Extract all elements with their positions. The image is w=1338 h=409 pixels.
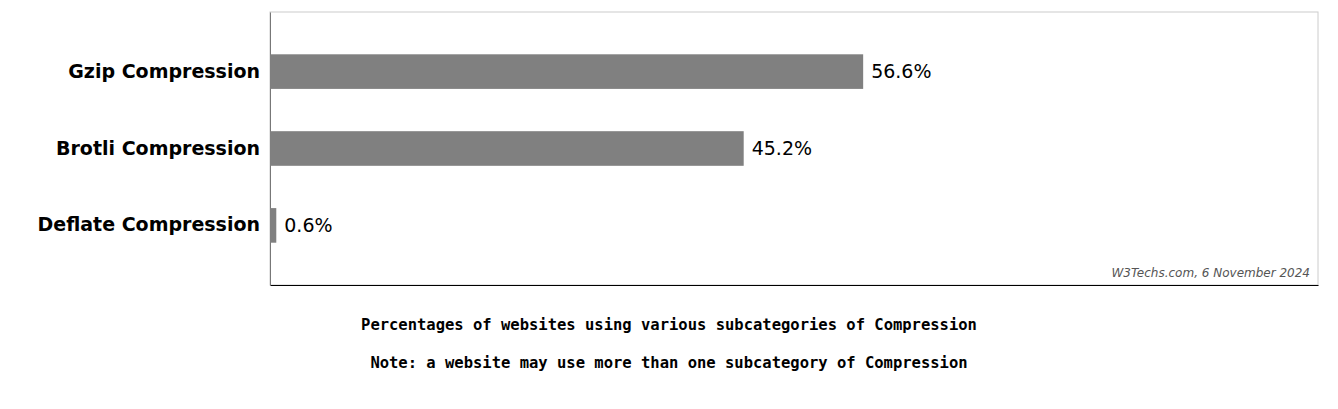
chart: Gzip Compression Brotli Compression Deflat… <box>0 0 1338 409</box>
plot: Gzip Compression Brotli Compression Deflat… <box>37 12 1318 286</box>
data-label: 56.6% <box>871 60 931 82</box>
watermark: W3Techs.com, 6 November 2024 <box>1112 266 1311 280</box>
y-tick-label: Deflate Compression <box>37 213 260 235</box>
bar <box>270 131 744 166</box>
y-tick-label: Brotli Compression <box>56 137 260 159</box>
y-tick: Gzip Compression <box>68 60 270 82</box>
footer-text: Note: a website may use more than one su… <box>370 354 967 372</box>
x-axis <box>271 285 1319 286</box>
bars <box>270 54 863 242</box>
data-labels: 56.6% 45.2% 0.6% <box>284 60 931 236</box>
data-label: 0.6% <box>284 214 332 236</box>
y-axis: Gzip Compression Brotli Compression Deflat… <box>37 13 270 286</box>
x-axis-line <box>271 285 1319 286</box>
data-label: 45.2% <box>752 137 812 159</box>
plot-frame <box>270 12 1318 285</box>
bar <box>270 208 276 243</box>
y-tick: Brotli Compression <box>56 137 270 159</box>
footer-text: Percentages of websites using various su… <box>361 316 977 334</box>
y-tick-label: Gzip Compression <box>68 60 260 82</box>
y-tick: Deflate Compression <box>37 213 270 235</box>
bar <box>270 54 863 89</box>
